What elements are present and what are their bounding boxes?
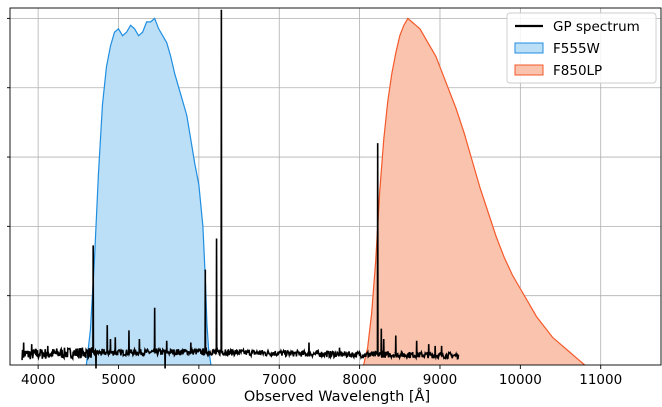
f555w-curve xyxy=(85,17,212,366)
legend-box xyxy=(506,12,657,84)
x-tick-label: 5000 xyxy=(101,372,135,388)
gp-spectrum-line xyxy=(21,9,460,369)
x-tick-label: 6000 xyxy=(182,372,216,388)
f555w-area xyxy=(86,18,211,366)
x-axis-label: Observed Wavelength [Å] xyxy=(244,388,430,405)
plot-area: 4000 5000 6000 7000 8000 9000 10000 11000 xyxy=(7,7,662,388)
legend: GP spectrum F555W F850LP xyxy=(506,12,657,84)
x-tick-label: 11000 xyxy=(579,372,622,388)
legend-swatch-f555w xyxy=(514,42,544,54)
x-tick-label: 10000 xyxy=(499,372,542,388)
x-tick-label: 9000 xyxy=(423,372,457,388)
x-tick-label: 4000 xyxy=(21,372,55,388)
f850lp-curve xyxy=(363,17,586,366)
legend-label-gp-spectrum: GP spectrum xyxy=(553,19,640,35)
x-tick-label: 8000 xyxy=(342,372,376,388)
plot-frame xyxy=(9,7,662,366)
x-axis-ticks: 4000 5000 6000 7000 8000 9000 10000 11000 xyxy=(21,365,622,388)
legend-label-f555w: F555W xyxy=(553,41,600,57)
y-axis-ticks xyxy=(7,17,10,297)
legend-swatch-f850lp xyxy=(514,64,544,76)
filter-fills xyxy=(85,17,586,366)
gp-spectrum-path xyxy=(21,9,460,369)
f850lp-area xyxy=(363,18,585,366)
x-tick-label: 7000 xyxy=(262,372,296,388)
legend-label-f850lp: F850LP xyxy=(553,63,602,79)
